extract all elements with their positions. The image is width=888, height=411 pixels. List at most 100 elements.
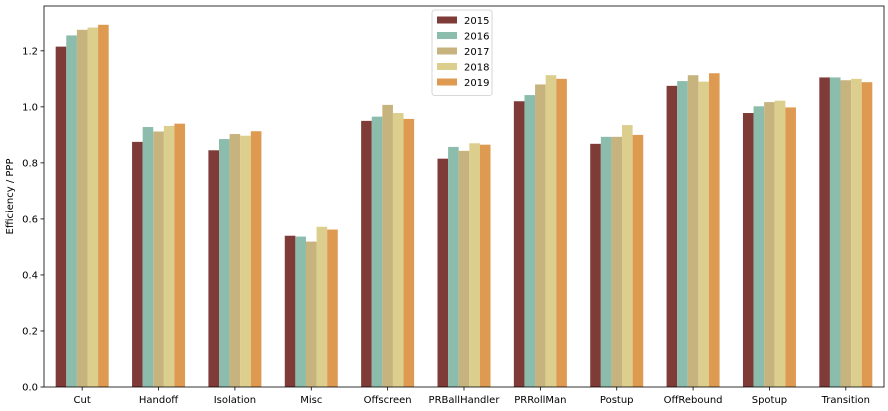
x-tick-label: Spotup xyxy=(752,395,787,406)
bar-prballhandler-2018 xyxy=(469,143,480,387)
bar-spotup-2019 xyxy=(785,107,796,387)
bar-offrebound-2019 xyxy=(708,73,720,388)
bar-group-offscreen xyxy=(361,104,415,388)
bar-cut-2016 xyxy=(66,35,77,388)
bar-prrollman-2017 xyxy=(535,84,546,387)
bar-handoff-2016 xyxy=(142,127,154,388)
y-tick-label: 1.0 xyxy=(22,102,38,113)
legend-label: 2018 xyxy=(464,63,489,74)
bar-isolation-2015 xyxy=(208,150,220,387)
legend-label: 2015 xyxy=(464,16,489,27)
bar-transition-2018 xyxy=(851,78,862,387)
y-tick-label: 0.6 xyxy=(22,214,38,225)
bar-spotup-2016 xyxy=(753,106,765,387)
bar-offscreen-2017 xyxy=(382,104,393,387)
x-tick-label: Cut xyxy=(74,395,91,406)
y-tick-label: 1.2 xyxy=(22,46,38,57)
legend-label: 2019 xyxy=(464,78,489,89)
bar-group-handoff xyxy=(132,123,186,388)
bar-cut-2018 xyxy=(87,27,99,387)
bar-group-prballhandler xyxy=(437,143,491,387)
bar-postup-2017 xyxy=(611,136,623,387)
bar-group-spotup xyxy=(742,100,796,388)
bar-misc-2015 xyxy=(284,235,296,387)
bar-spotup-2017 xyxy=(764,102,775,387)
legend-swatch xyxy=(437,78,457,86)
bar-postup-2019 xyxy=(632,134,644,387)
bar-offrebound-2018 xyxy=(698,81,709,387)
bar-prballhandler-2015 xyxy=(437,158,449,387)
bar-offrebound-2016 xyxy=(677,81,688,387)
bar-misc-2016 xyxy=(295,236,306,387)
bar-prrollman-2016 xyxy=(524,95,536,387)
bar-offscreen-2016 xyxy=(371,116,383,387)
bar-group-cut xyxy=(55,24,109,388)
bar-prrollman-2015 xyxy=(513,101,525,387)
bar-isolation-2019 xyxy=(250,131,262,387)
bar-prrollman-2019 xyxy=(556,78,567,387)
bar-offrebound-2017 xyxy=(687,75,699,387)
legend-item-2017: 2017 xyxy=(437,47,489,58)
bar-group-isolation xyxy=(208,131,262,387)
legend-item-2015: 2015 xyxy=(437,16,489,27)
y-tick-label: 0.4 xyxy=(22,270,38,281)
bar-postup-2016 xyxy=(600,136,612,387)
bar-transition-2015 xyxy=(819,77,830,387)
x-tick-label: Postup xyxy=(600,395,634,406)
bar-cut-2019 xyxy=(98,24,109,388)
bar-cut-2015 xyxy=(55,46,67,388)
bar-offscreen-2019 xyxy=(403,118,415,388)
bar-group-misc xyxy=(284,226,338,387)
bar-spotup-2015 xyxy=(742,113,754,388)
bar-offscreen-2018 xyxy=(392,113,404,388)
legend-swatch xyxy=(437,32,457,39)
bar-spotup-2018 xyxy=(774,100,786,387)
legend-item-2018: 2018 xyxy=(437,63,489,74)
bar-postup-2018 xyxy=(622,125,633,387)
bar-cut-2017 xyxy=(76,29,88,388)
bar-misc-2019 xyxy=(327,229,338,387)
x-tick-label: Offscreen xyxy=(364,395,412,406)
bar-transition-2019 xyxy=(861,82,873,387)
bar-offscreen-2015 xyxy=(361,120,372,388)
bar-handoff-2018 xyxy=(163,125,175,388)
x-tick-label: OffRebound xyxy=(664,395,723,406)
legend-swatch xyxy=(437,47,457,55)
bar-group-offrebound xyxy=(666,73,720,388)
legend-label: 2017 xyxy=(464,47,489,58)
bar-group-prrollman xyxy=(513,75,567,387)
y-tick-label: 0.2 xyxy=(22,326,38,337)
bar-isolation-2017 xyxy=(229,134,241,387)
legend: 2015 2016 2017 2018 2019 xyxy=(431,9,493,96)
x-tick-label: Misc xyxy=(300,395,322,406)
bar-prballhandler-2019 xyxy=(479,144,491,387)
bar-prrollman-2018 xyxy=(545,75,557,387)
legend-item-2019: 2019 xyxy=(437,78,489,89)
bar-transition-2016 xyxy=(829,77,841,387)
y-axis-label: Efficiency / PPP xyxy=(5,159,16,235)
x-tick-label: Isolation xyxy=(214,395,256,406)
bar-handoff-2019 xyxy=(174,123,186,387)
legend-swatch xyxy=(437,63,457,70)
bar-misc-2018 xyxy=(316,226,328,387)
bar-misc-2017 xyxy=(305,241,317,387)
x-tick-label: PRBallHandler xyxy=(429,395,501,406)
legend-box xyxy=(431,9,493,96)
bar-isolation-2018 xyxy=(240,135,251,387)
y-axis: 0.0 0.2 0.4 0.6 0.8 1.0 1.2 xyxy=(22,46,44,394)
bar-prballhandler-2016 xyxy=(448,146,459,387)
bar-isolation-2016 xyxy=(219,139,230,387)
bar-postup-2015 xyxy=(590,143,601,387)
legend-label: 2016 xyxy=(464,32,489,43)
bar-handoff-2015 xyxy=(132,141,143,387)
x-tick-label: PRRollMan xyxy=(514,395,566,406)
bar-group-postup xyxy=(590,125,644,387)
y-tick-label: 0.8 xyxy=(22,158,38,169)
x-tick-label: Transition xyxy=(821,395,870,406)
legend-swatch xyxy=(437,16,457,24)
bar-prballhandler-2017 xyxy=(458,150,470,387)
bars-group xyxy=(55,24,873,388)
bar-group-transition xyxy=(819,77,873,388)
x-tick-label: Handoff xyxy=(139,395,179,406)
